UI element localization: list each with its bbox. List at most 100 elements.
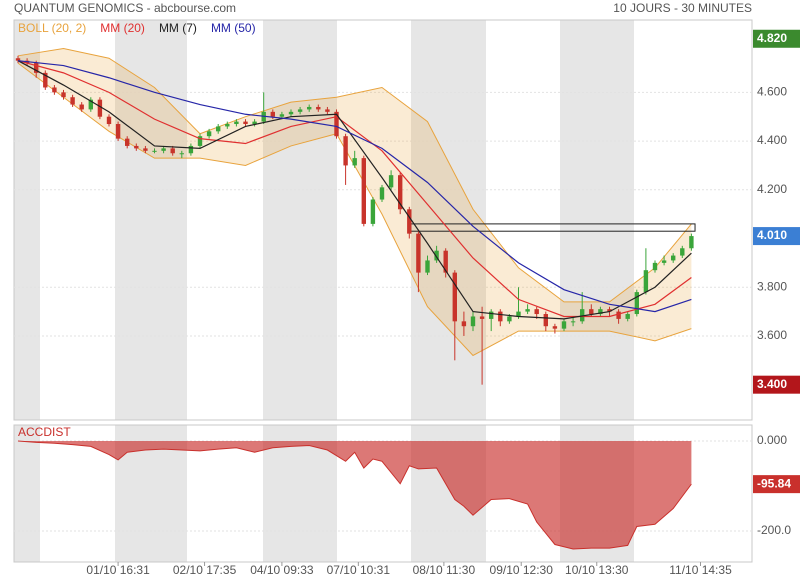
candle-body xyxy=(607,309,612,312)
candle-body xyxy=(34,63,39,73)
candle-body xyxy=(516,311,521,317)
candle-body xyxy=(670,255,676,261)
candle-body xyxy=(397,175,403,210)
candle-body xyxy=(370,199,376,224)
legend-entry: MM (20) xyxy=(100,21,145,35)
legend-entry: BOLL (20, 2) xyxy=(18,21,86,35)
accdist-area xyxy=(18,441,692,549)
y-tick-label: 0.000 xyxy=(757,433,787,447)
price-frame xyxy=(13,19,753,421)
candle-body xyxy=(225,124,230,127)
candle-body xyxy=(343,136,348,166)
moving-average xyxy=(17,60,692,318)
candle-body xyxy=(552,326,558,329)
candle-body xyxy=(161,148,166,151)
candle-body xyxy=(216,126,221,132)
x-tick-label: 08/10 11:30 xyxy=(413,563,476,577)
candle-body xyxy=(307,106,312,110)
candle-body xyxy=(479,316,485,319)
candle-body xyxy=(434,250,439,261)
legend-entry: MM (7) xyxy=(159,21,197,35)
candle-body xyxy=(134,145,139,149)
last-value-marker xyxy=(753,475,800,494)
x-tick-label: 11/10 14:35 xyxy=(669,563,732,577)
candle-body xyxy=(589,309,594,315)
candle-body xyxy=(316,106,321,110)
candle-body xyxy=(243,121,248,125)
candle-body xyxy=(115,124,121,139)
candle-body xyxy=(652,262,658,271)
price-marker-label: 4.820 xyxy=(757,31,787,45)
candle-body xyxy=(97,99,103,117)
candle-body xyxy=(197,136,203,146)
candle-body xyxy=(88,99,94,110)
accdist-title: ACCDIST xyxy=(18,425,71,439)
candle-body xyxy=(52,87,57,93)
candle-body xyxy=(461,321,467,327)
candle-body xyxy=(625,314,630,319)
chart-subtitle: 10 JOURS - 30 MINUTES xyxy=(613,1,752,15)
candle-body xyxy=(388,175,394,188)
candle-body xyxy=(507,316,512,322)
chart-title: QUANTUM GENOMICS - abcbourse.com xyxy=(14,1,236,15)
candle-body xyxy=(143,148,148,151)
candle-body xyxy=(579,309,585,322)
candle-body xyxy=(498,311,503,322)
candle-body xyxy=(234,121,239,125)
candle-body xyxy=(570,321,576,323)
candle-body xyxy=(70,97,75,105)
moving-average xyxy=(17,60,692,313)
price-marker xyxy=(753,375,800,394)
candle-body xyxy=(79,104,84,110)
candle-body xyxy=(270,111,276,117)
candle-body xyxy=(634,292,639,315)
candle-body xyxy=(661,260,667,263)
moving-average xyxy=(17,60,692,320)
candle-body xyxy=(288,111,294,115)
x-tick-label: 02/10 17:35 xyxy=(173,563,237,577)
candle-body xyxy=(379,187,385,200)
candle-body xyxy=(616,311,621,319)
candle-body xyxy=(252,121,257,125)
candle-body xyxy=(334,111,339,137)
candle-body xyxy=(425,260,430,273)
price-marker xyxy=(753,29,800,48)
last-value-label: -95.84 xyxy=(757,476,791,490)
candle-body xyxy=(15,58,21,61)
legend-entry: MM (50) xyxy=(211,21,256,35)
accdist-line xyxy=(17,440,692,550)
candle-body xyxy=(325,109,330,112)
candle-body xyxy=(106,116,112,125)
y-tick-label: 3.600 xyxy=(757,328,787,342)
candle-body xyxy=(170,148,175,154)
price-marker xyxy=(753,227,800,246)
candle-body xyxy=(297,109,303,112)
candle-body xyxy=(352,158,357,166)
x-tick-label: 01/10 16:31 xyxy=(86,563,150,577)
candle-body xyxy=(534,309,539,315)
x-tick-label: 04/10 09:33 xyxy=(250,563,314,577)
candle-body xyxy=(416,233,421,273)
candle-body xyxy=(179,153,185,155)
y-tick-label: -200.0 xyxy=(757,523,791,537)
candle-body xyxy=(543,314,548,327)
candle-body xyxy=(361,158,366,224)
bollinger-fill xyxy=(18,48,692,356)
candle-body xyxy=(470,316,476,327)
y-tick-label: 4.400 xyxy=(757,133,787,147)
accdist-frame xyxy=(13,424,753,563)
day-shading xyxy=(14,20,634,562)
candle-body xyxy=(125,138,130,146)
bollinger-upper xyxy=(17,47,692,303)
x-tick-label: 09/10 12:30 xyxy=(490,563,554,577)
y-tick-label: 4.200 xyxy=(757,182,787,196)
x-tick-label: 10/10 13:30 xyxy=(565,563,629,577)
candle-body xyxy=(689,236,694,249)
candle-body xyxy=(279,114,285,117)
price-marker-label: 4.010 xyxy=(757,228,787,242)
y-tick-label: 3.800 xyxy=(757,279,787,293)
candle-body xyxy=(643,270,649,293)
candle-body xyxy=(61,92,66,98)
candle-body xyxy=(206,131,212,137)
candle-body xyxy=(443,250,448,273)
